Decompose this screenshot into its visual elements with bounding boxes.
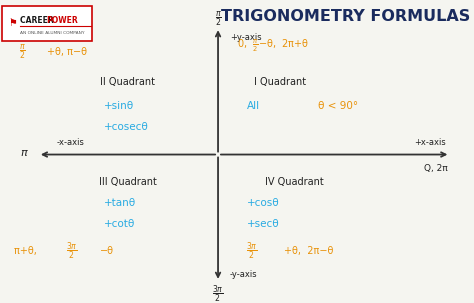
Text: +θ,  2π−θ: +θ, 2π−θ (284, 246, 334, 257)
Text: II Quadrant: II Quadrant (100, 77, 155, 87)
Text: TRIGONOMETRY FORMULAS: TRIGONOMETRY FORMULAS (221, 9, 471, 24)
Text: −θ: −θ (100, 246, 114, 257)
Text: -y-axis: -y-axis (230, 270, 257, 279)
Text: Q, 2π: Q, 2π (424, 164, 448, 173)
FancyBboxPatch shape (2, 6, 92, 41)
Text: $\frac{3\pi}{2}$: $\frac{3\pi}{2}$ (66, 241, 78, 262)
Text: POWER: POWER (46, 16, 78, 25)
Text: θ < 90°: θ < 90° (318, 101, 358, 111)
Text: CAREER: CAREER (20, 16, 56, 25)
Text: +cosecθ: +cosecθ (104, 122, 149, 132)
Text: $\frac{\pi}{2}$: $\frac{\pi}{2}$ (19, 42, 26, 61)
Text: $\frac{3\pi}{2}$: $\frac{3\pi}{2}$ (212, 283, 224, 303)
Text: All: All (246, 101, 260, 111)
Text: III Quadrant: III Quadrant (99, 177, 157, 187)
Text: ⚑: ⚑ (9, 18, 17, 28)
Text: +sinθ: +sinθ (104, 101, 135, 111)
Text: $\pi$: $\pi$ (19, 148, 28, 158)
Text: $\frac{3\pi}{2}$: $\frac{3\pi}{2}$ (246, 241, 258, 262)
Text: $\frac{\pi}{2}$: $\frac{\pi}{2}$ (215, 9, 221, 28)
Text: +y-axis: +y-axis (230, 33, 262, 42)
Text: +x-axis: +x-axis (414, 138, 446, 147)
Text: +tanθ: +tanθ (104, 198, 137, 208)
Text: -x-axis: -x-axis (57, 138, 85, 147)
Text: π+θ,: π+θ, (14, 246, 40, 257)
Text: 0,  $\frac{\pi}{2}$−θ,  2π+θ: 0, $\frac{\pi}{2}$−θ, 2π+θ (237, 37, 309, 54)
Text: AN ONLINE ALUMNI COMPANY: AN ONLINE ALUMNI COMPANY (20, 31, 84, 35)
Text: +cotθ: +cotθ (104, 219, 136, 229)
Text: +θ, π−θ: +θ, π−θ (47, 46, 87, 57)
Text: I Quadrant: I Quadrant (254, 77, 306, 87)
Text: IV Quadrant: IV Quadrant (264, 177, 323, 187)
Text: +secθ: +secθ (246, 219, 279, 229)
Text: +cosθ: +cosθ (246, 198, 279, 208)
